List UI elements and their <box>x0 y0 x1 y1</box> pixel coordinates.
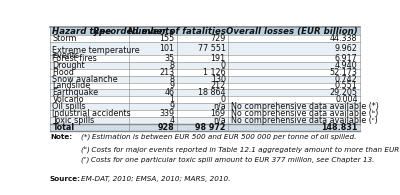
Bar <box>50 124 360 131</box>
Text: 191: 191 <box>211 54 226 63</box>
Text: n/a: n/a <box>213 116 226 125</box>
Text: Overall losses (EUR billion): Overall losses (EUR billion) <box>226 27 358 36</box>
Text: No comprehensive data available (*): No comprehensive data available (*) <box>231 102 379 111</box>
Text: 8: 8 <box>170 61 175 70</box>
Text: Total: Total <box>52 123 75 132</box>
Text: 9: 9 <box>170 82 175 90</box>
Bar <box>50 82 360 89</box>
Text: 0.551: 0.551 <box>335 82 358 90</box>
Bar <box>50 55 360 62</box>
Text: 213: 213 <box>160 68 175 77</box>
Text: Earthquake: Earthquake <box>52 88 99 97</box>
Text: 169: 169 <box>211 109 226 118</box>
Text: 212: 212 <box>210 82 226 90</box>
Text: Hazard type: Hazard type <box>52 27 112 36</box>
Bar <box>50 103 360 110</box>
Text: 0: 0 <box>221 61 226 70</box>
Text: 6.917: 6.917 <box>335 54 358 63</box>
Text: 148.831: 148.831 <box>321 123 358 132</box>
Text: Oil spills: Oil spills <box>52 102 86 111</box>
Text: 9: 9 <box>170 102 175 111</box>
Text: 729: 729 <box>210 34 226 43</box>
Text: Drought: Drought <box>52 61 85 70</box>
Text: Extreme temperature: Extreme temperature <box>52 46 140 55</box>
Text: Flood: Flood <box>52 68 74 77</box>
Text: 77 551: 77 551 <box>198 44 226 53</box>
Text: 35: 35 <box>164 54 175 63</box>
Text: 339: 339 <box>160 109 175 118</box>
Text: 18 864: 18 864 <box>198 88 226 97</box>
Text: Note:: Note: <box>50 134 72 140</box>
Text: 29.205: 29.205 <box>330 88 358 97</box>
Text: 0: 0 <box>221 95 226 104</box>
Text: 101: 101 <box>160 44 175 53</box>
Bar <box>50 42 360 55</box>
Text: Volcano: Volcano <box>52 95 84 104</box>
Bar <box>50 76 360 82</box>
Text: Toxic spills: Toxic spills <box>52 116 95 125</box>
Text: 98 972: 98 972 <box>195 123 226 132</box>
Text: 46: 46 <box>165 88 175 97</box>
Bar <box>50 27 360 35</box>
Text: 130: 130 <box>211 75 226 84</box>
Text: 1 126: 1 126 <box>203 68 226 77</box>
Text: 8: 8 <box>170 75 175 84</box>
Text: (ᵇ) Costs for major events reported in Table 12.1 aggregately amount to more tha: (ᵇ) Costs for major events reported in T… <box>81 145 400 152</box>
Bar <box>50 110 360 117</box>
Text: No comprehensive data available (ᶜ): No comprehensive data available (ᶜ) <box>231 116 378 125</box>
Text: 52.173: 52.173 <box>330 68 358 77</box>
Bar <box>50 35 360 42</box>
Text: n/a: n/a <box>213 102 226 111</box>
Text: (ᶜ) Costs for one particular toxic spill amount to EUR 377 million, see Chapter : (ᶜ) Costs for one particular toxic spill… <box>81 156 374 163</box>
Text: 44.338: 44.338 <box>330 34 358 43</box>
Text: Source:: Source: <box>50 176 81 182</box>
Bar <box>50 96 360 103</box>
Bar <box>50 89 360 96</box>
Text: 9.962: 9.962 <box>335 44 358 53</box>
Text: 0.742: 0.742 <box>335 75 358 84</box>
Text: 1: 1 <box>170 95 175 104</box>
Text: 4: 4 <box>170 116 175 125</box>
Text: 928: 928 <box>158 123 175 132</box>
Text: EM-DAT, 2010; EMSA, 2010; MARS, 2010.: EM-DAT, 2010; EMSA, 2010; MARS, 2010. <box>81 176 230 182</box>
Text: 0.004: 0.004 <box>335 95 358 104</box>
Text: 155: 155 <box>159 34 175 43</box>
Text: Storm: Storm <box>52 34 77 43</box>
Bar <box>50 62 360 69</box>
Text: Snow avalanche: Snow avalanche <box>52 75 118 84</box>
Text: Industrial accidents: Industrial accidents <box>52 109 131 118</box>
Bar <box>50 117 360 124</box>
Text: events: events <box>52 51 80 60</box>
Text: Recorded events: Recorded events <box>93 27 175 36</box>
Text: Landslide: Landslide <box>52 82 91 90</box>
Text: Forest fires: Forest fires <box>52 54 97 63</box>
Bar <box>50 69 360 76</box>
Text: No comprehensive data available (ᵇ): No comprehensive data available (ᵇ) <box>231 109 378 118</box>
Text: (*) Estimation is between EUR 500 and EUR 500 000 per tonne of oil spilled.: (*) Estimation is between EUR 500 and EU… <box>81 134 356 140</box>
Text: 4.940: 4.940 <box>335 61 358 70</box>
Text: Number of fatalities: Number of fatalities <box>128 27 226 36</box>
